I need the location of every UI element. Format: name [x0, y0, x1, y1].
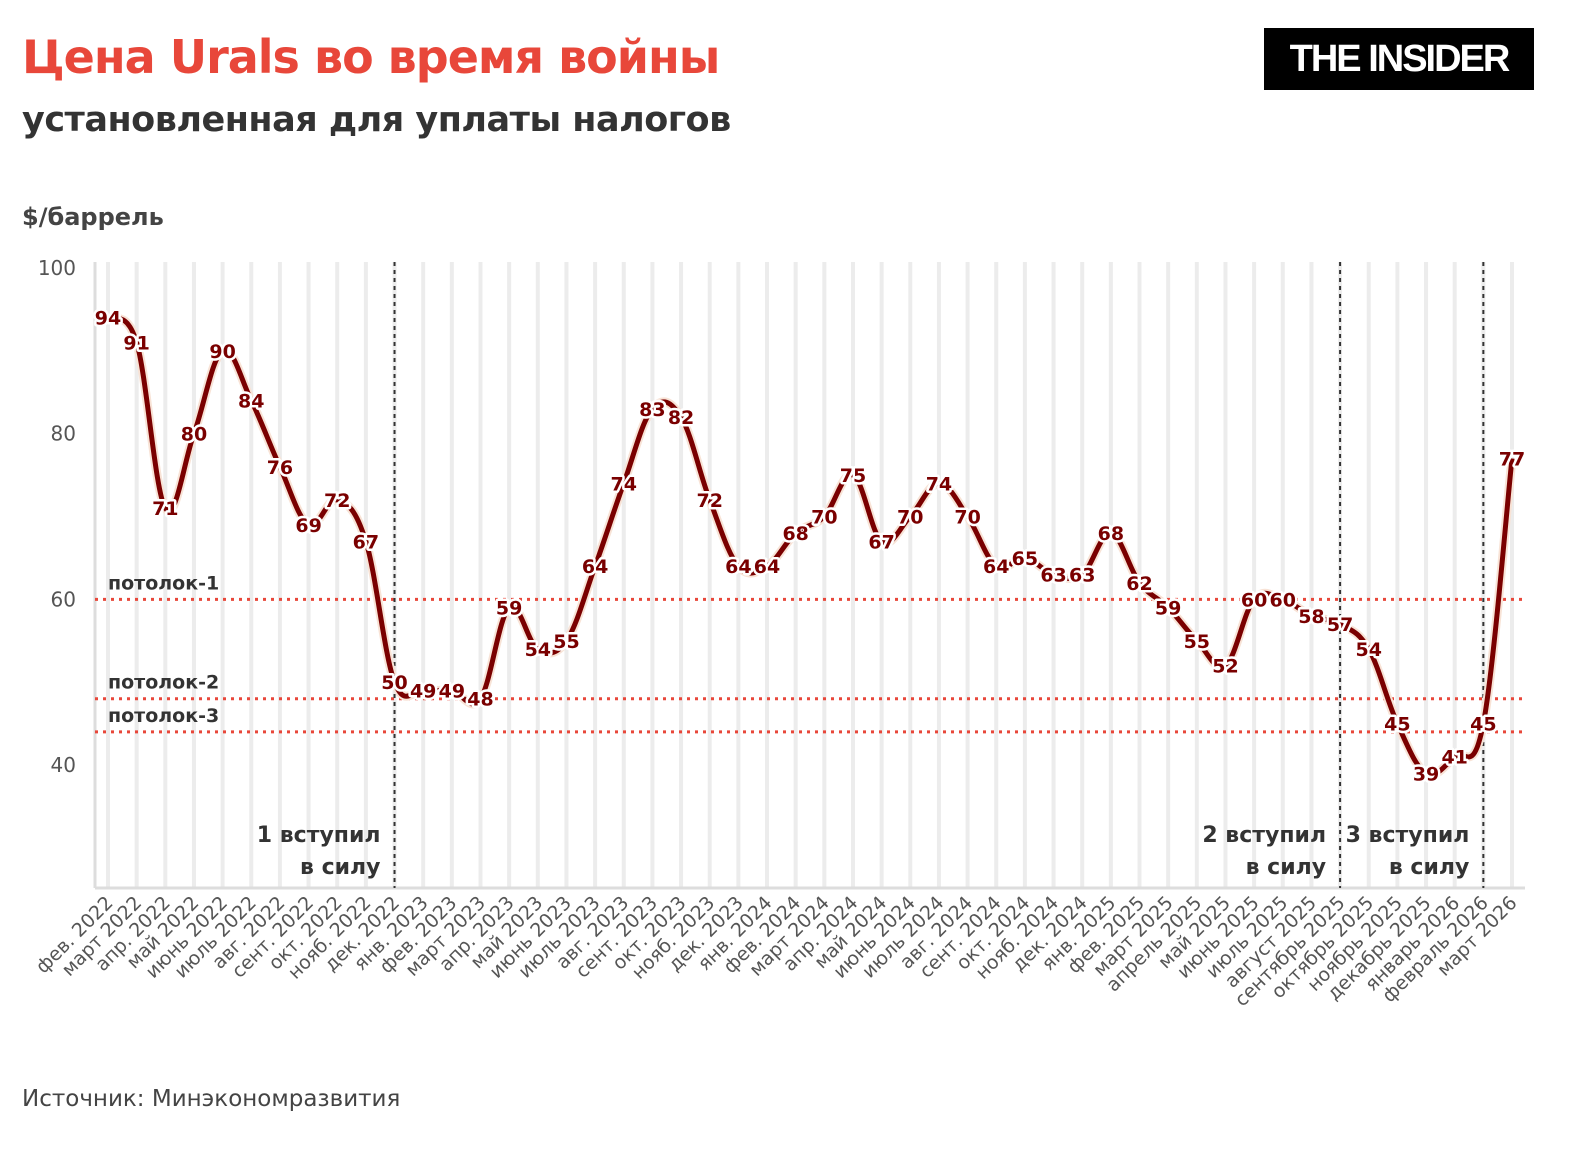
ceiling-label: потолок-3: [108, 705, 219, 727]
ceiling-label: потолок-2: [108, 672, 219, 694]
data-label: 69: [295, 515, 321, 537]
data-label: 49: [439, 680, 465, 702]
data-label: 64: [582, 556, 608, 578]
data-label: 52: [1212, 656, 1238, 678]
y-tick-label: 60: [51, 587, 76, 611]
data-label: 54: [525, 639, 551, 661]
event-label: 1 вступил: [257, 823, 381, 848]
data-label: 70: [897, 507, 923, 529]
data-label: 60: [1241, 589, 1267, 611]
event-label: 2 вступил: [1202, 823, 1326, 848]
chart-title: Цена Urals во время войны: [22, 30, 720, 84]
series-halo: [105, 313, 1517, 780]
y-tick-label: 100: [38, 256, 76, 280]
event-label: в силу: [1246, 855, 1327, 880]
data-label: 39: [1413, 763, 1439, 785]
series-line: [106, 315, 1515, 778]
data-label: 80: [181, 424, 207, 446]
y-tick-label: 80: [51, 422, 76, 446]
source-note: Источник: Минэкономразвития: [22, 1086, 401, 1112]
data-label: 58: [1298, 606, 1324, 628]
data-label: 71: [152, 498, 178, 520]
data-label: 64: [983, 556, 1009, 578]
chart-subtitle: установленная для уплаты налогов: [22, 100, 731, 140]
data-label: 75: [840, 465, 866, 487]
data-label: 68: [1098, 523, 1124, 545]
data-label: 64: [754, 556, 780, 578]
data-label: 90: [209, 341, 235, 363]
y-tick-label: 40: [51, 753, 76, 777]
data-label: 65: [1012, 548, 1038, 570]
data-label: 60: [1270, 589, 1296, 611]
data-label: 74: [926, 473, 952, 495]
event-label: в силу: [300, 855, 381, 880]
data-label: 49: [410, 680, 436, 702]
data-label: 68: [782, 523, 808, 545]
data-label: 91: [123, 333, 149, 355]
data-label: 72: [696, 490, 722, 512]
data-label: 45: [1384, 714, 1410, 736]
event-label: в силу: [1389, 855, 1470, 880]
data-label: 67: [353, 531, 379, 553]
data-label: 55: [553, 631, 579, 653]
data-label: 63: [1040, 564, 1066, 586]
data-label: 64: [725, 556, 751, 578]
data-label: 77: [1499, 449, 1525, 471]
data-label: 59: [1155, 598, 1181, 620]
data-label: 82: [668, 407, 694, 429]
data-label: 50: [381, 672, 407, 694]
data-label: 48: [467, 689, 493, 711]
data-label: 70: [811, 507, 837, 529]
data-label: 76: [267, 457, 293, 479]
data-label: 54: [1356, 639, 1382, 661]
data-label: 84: [238, 391, 264, 413]
data-label: 72: [324, 490, 350, 512]
data-label: 59: [496, 598, 522, 620]
data-label: 83: [639, 399, 665, 421]
data-label: 57: [1327, 614, 1353, 636]
data-label: 41: [1441, 747, 1467, 769]
y-axis-label: $/баррель: [22, 203, 164, 231]
data-label: 45: [1470, 714, 1496, 736]
data-label: 70: [954, 507, 980, 529]
data-label: 94: [95, 308, 121, 330]
data-label: 55: [1184, 631, 1210, 653]
event-label: 3 вступил: [1346, 823, 1470, 848]
ceiling-label: потолок-1: [108, 572, 219, 594]
data-label: 62: [1126, 573, 1152, 595]
data-label: 63: [1069, 564, 1095, 586]
data-label: 67: [868, 531, 894, 553]
data-label: 74: [611, 473, 637, 495]
the-insider-logo: THE INSIDER: [1264, 28, 1534, 90]
